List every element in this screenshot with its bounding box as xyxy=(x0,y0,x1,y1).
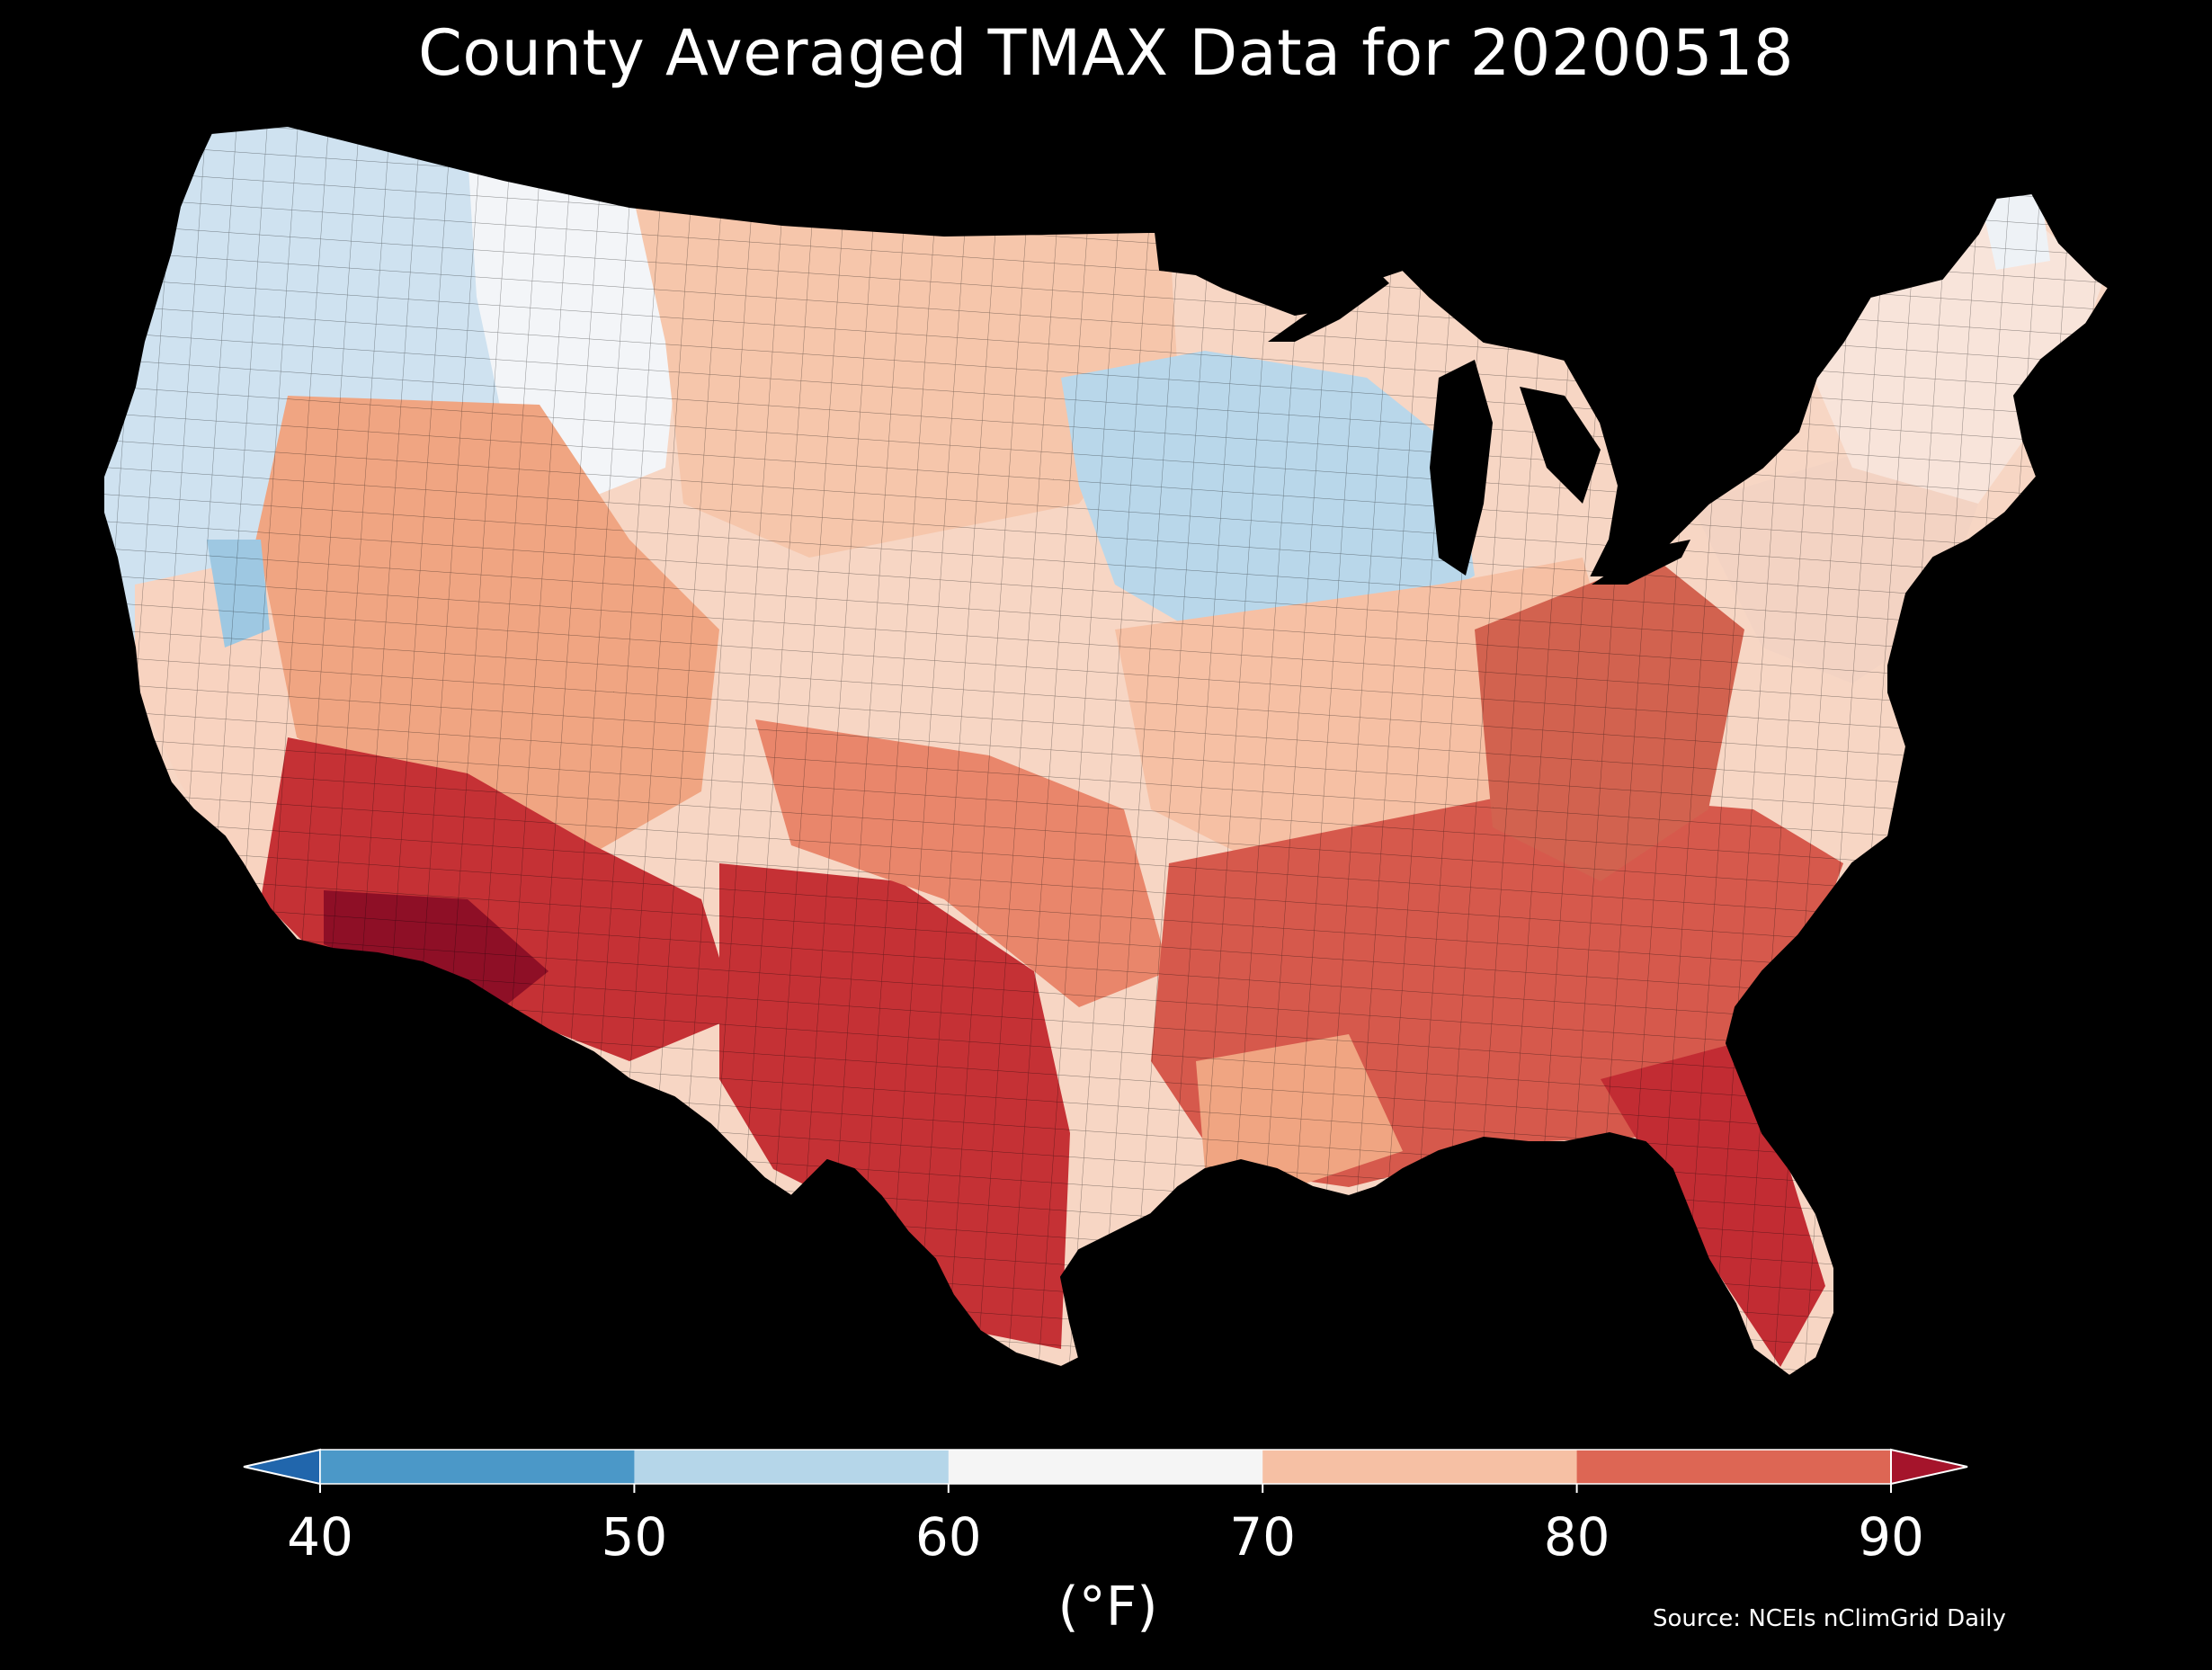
source-credit: Source: NCEIs nClimGrid Daily xyxy=(1653,1605,2006,1632)
map-title: County Averaged TMAX Data for 20200518 xyxy=(417,16,1795,90)
great-lakes xyxy=(1268,270,1690,585)
